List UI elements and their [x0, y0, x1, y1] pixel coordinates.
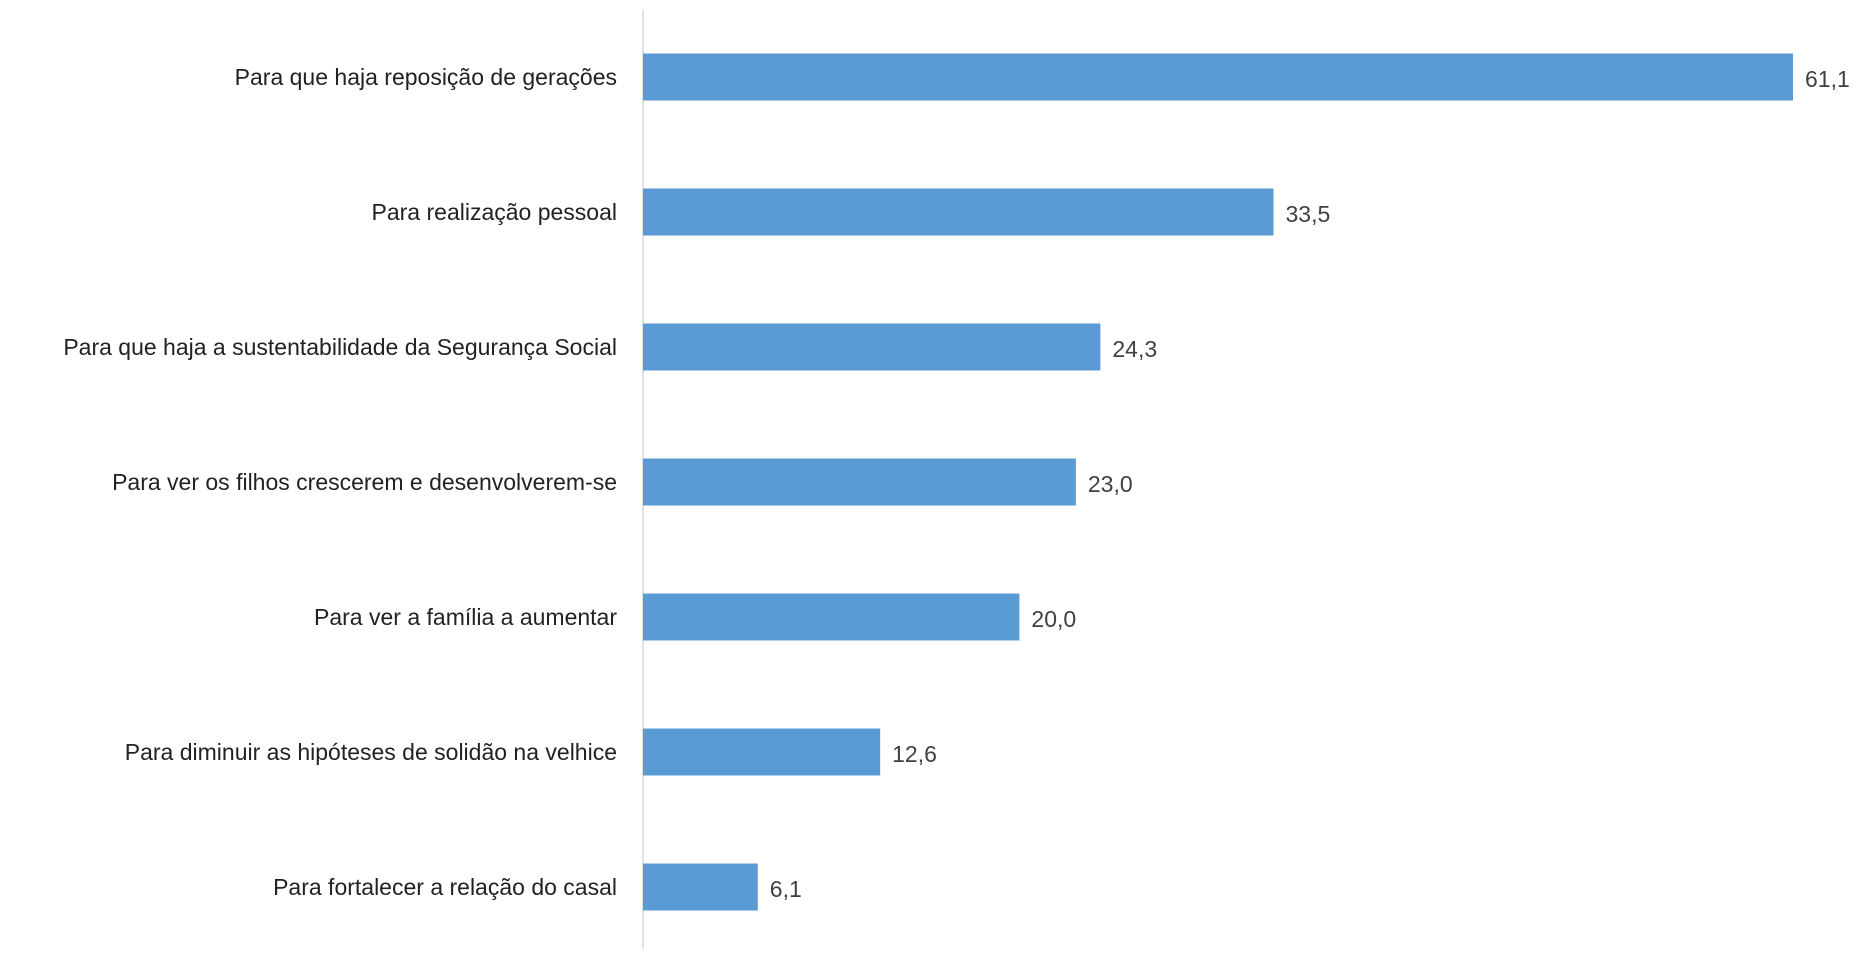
value-label-5: 12,6 — [892, 741, 937, 767]
value-label-0: 61,1 — [1805, 66, 1850, 92]
category-label-3: Para ver os filhos crescerem e desenvolv… — [112, 469, 617, 495]
bar-6 — [643, 863, 758, 911]
category-label-6: Para fortalecer a relação do casal — [273, 874, 617, 900]
bar-3 — [643, 458, 1076, 506]
value-label-2: 24,3 — [1112, 336, 1157, 362]
category-label-0: Para que haja reposição de gerações — [235, 64, 617, 90]
category-label-4: Para ver a família a aumentar — [314, 604, 617, 630]
bar-1 — [643, 188, 1274, 236]
bar-5 — [643, 728, 881, 776]
bar-4 — [643, 593, 1020, 641]
value-label-6: 6,1 — [770, 876, 802, 902]
category-label-1: Para realização pessoal — [372, 199, 617, 225]
value-label-3: 23,0 — [1088, 471, 1133, 497]
category-label-2: Para que haja a sustentabilidade da Segu… — [63, 334, 617, 360]
value-label-1: 33,5 — [1286, 201, 1331, 227]
value-label-4: 20,0 — [1031, 606, 1076, 632]
category-label-5: Para diminuir as hipóteses de solidão na… — [125, 739, 617, 765]
bar-0 — [643, 53, 1793, 101]
bar-2 — [643, 323, 1101, 371]
